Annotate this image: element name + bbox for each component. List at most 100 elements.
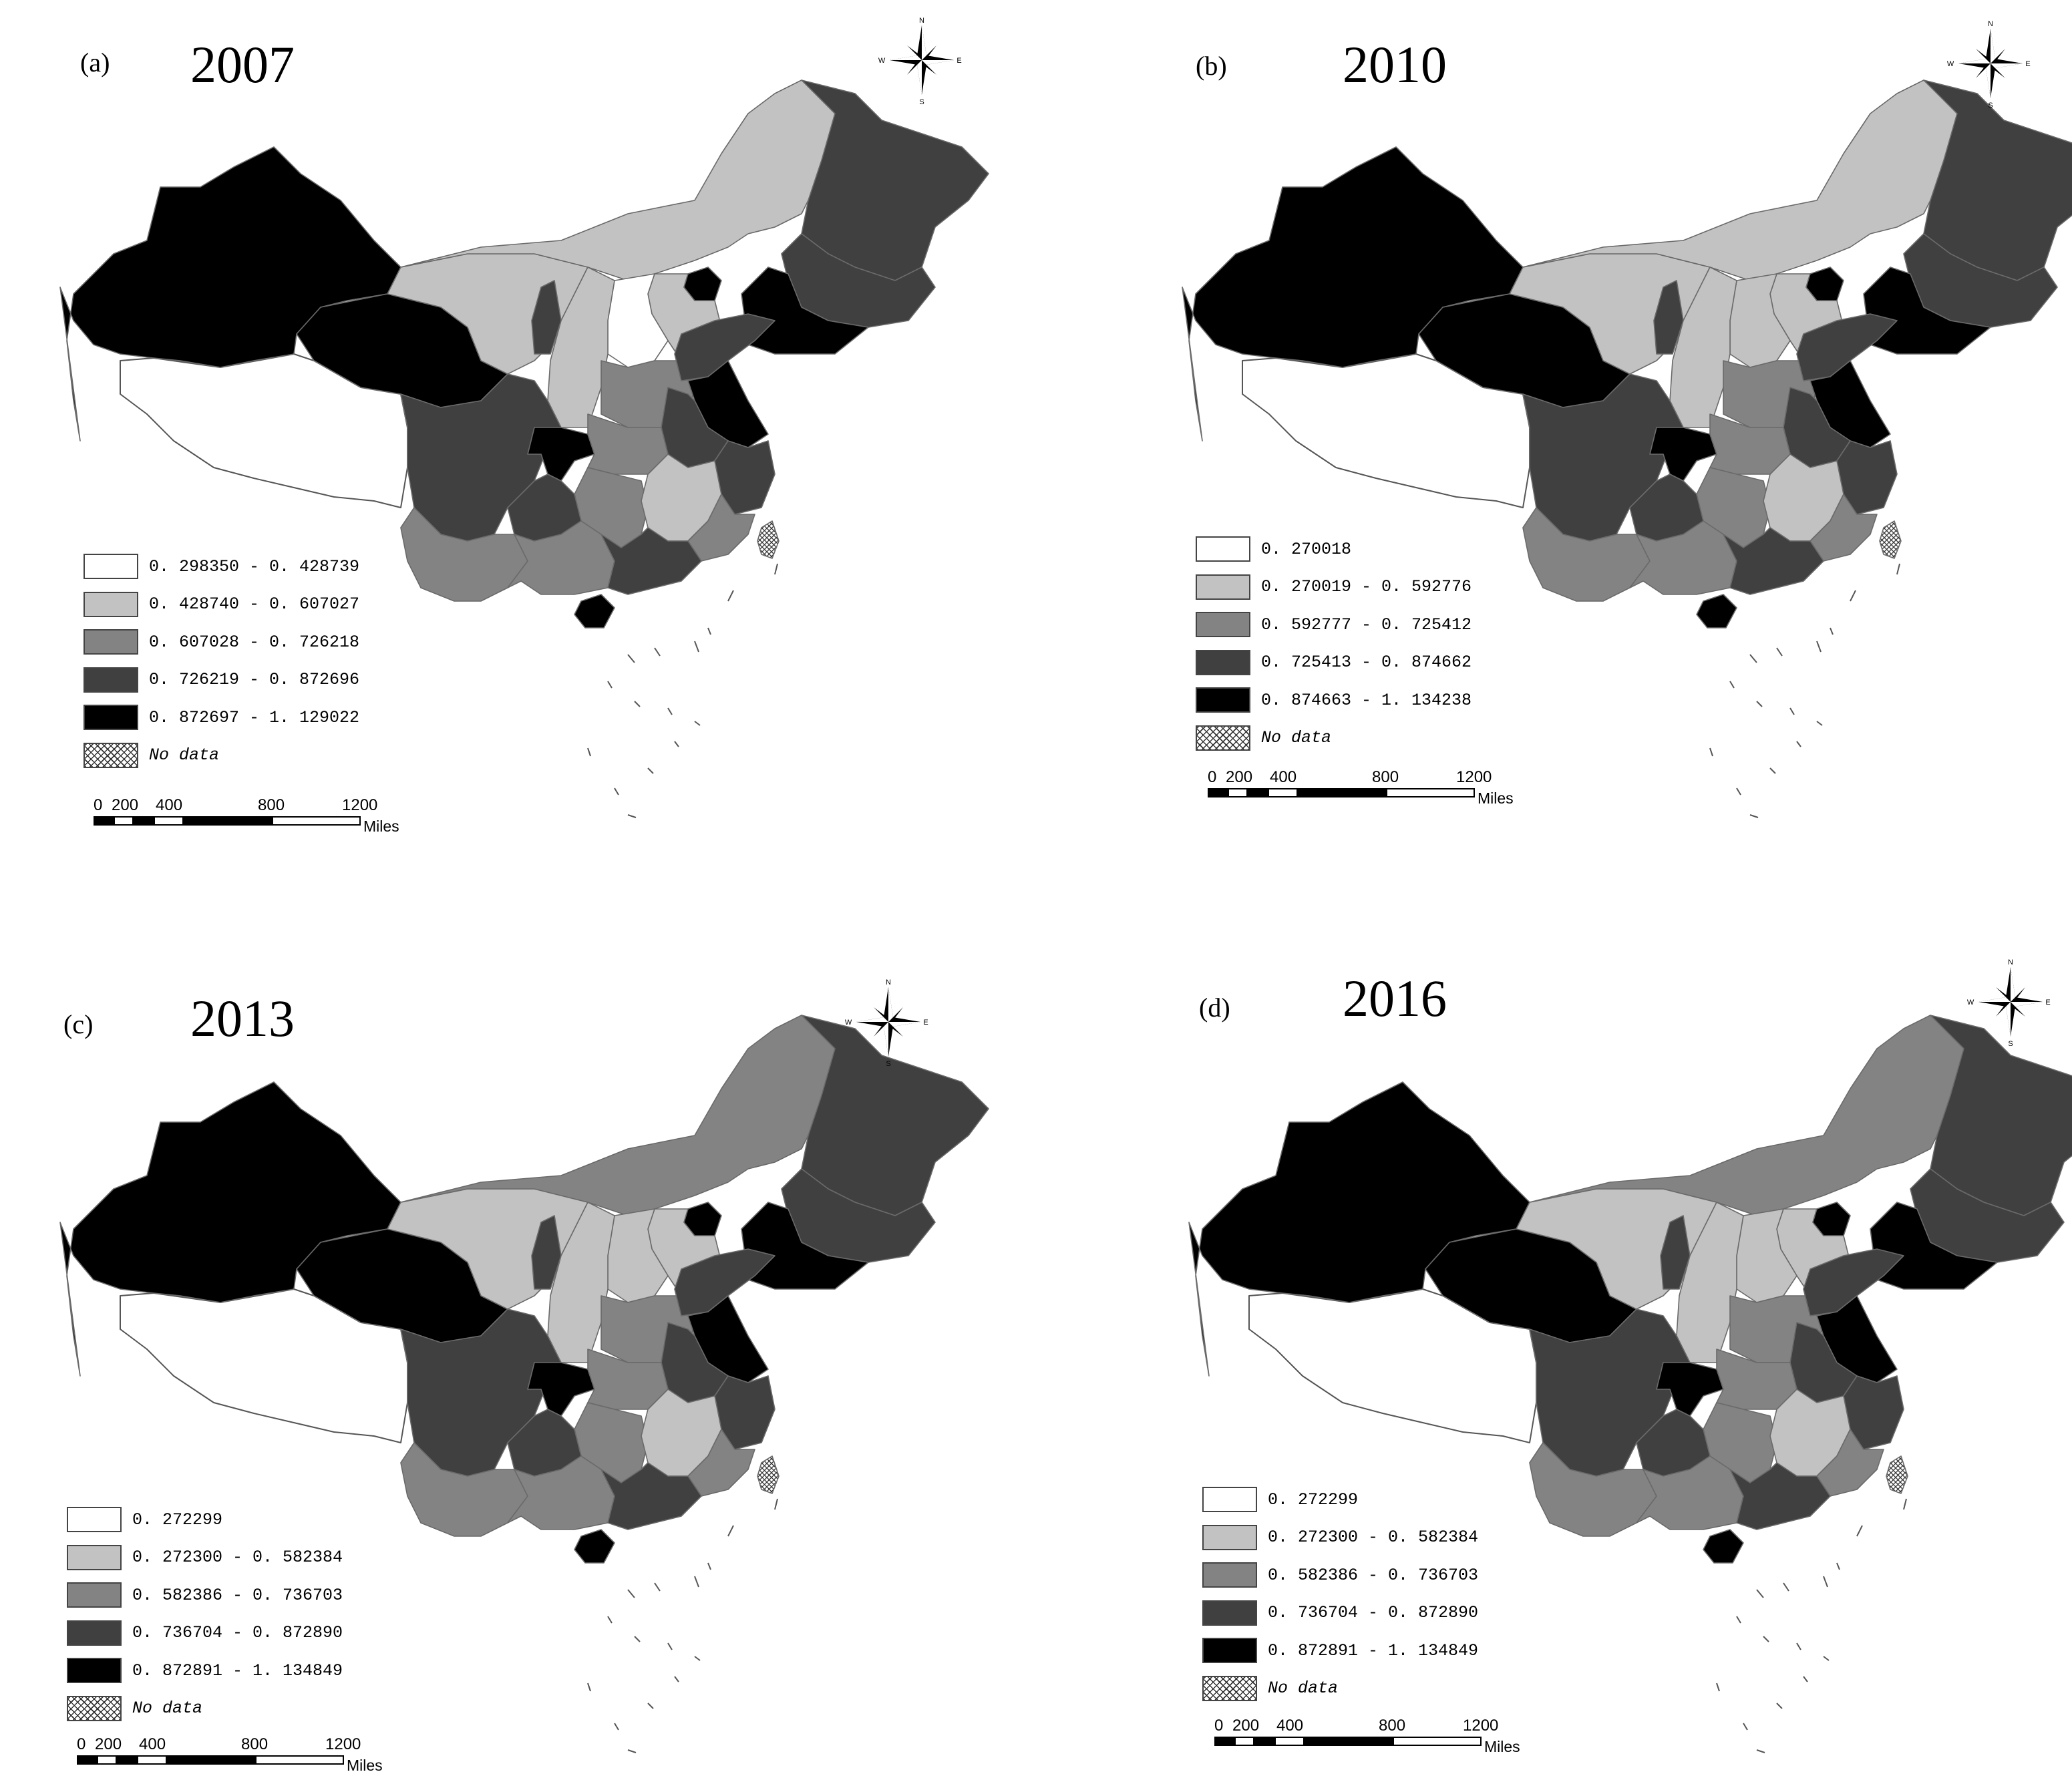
choropleth-map — [59, 79, 989, 818]
province-inner-mongolia — [1522, 79, 1964, 281]
scale-segment — [1305, 1737, 1393, 1746]
legend-item: 0. 298350 - 0. 428739 — [83, 553, 359, 580]
province-inner-mongolia — [400, 79, 842, 281]
panel-year: 2016 — [1343, 969, 1447, 1027]
island-mark — [614, 787, 619, 795]
province-ningxia — [531, 1215, 562, 1290]
island-mark — [667, 707, 673, 715]
scale-tick-label: 400 — [139, 1735, 166, 1753]
legend-label: 0. 872891 - 1. 134849 — [1268, 1640, 1479, 1660]
island-mark — [667, 1642, 673, 1650]
island-mark — [1789, 707, 1795, 715]
compass-letter-e: E — [2045, 999, 2050, 1007]
scale-tick-label: 200 — [1226, 768, 1253, 786]
panel-year: 2013 — [190, 989, 295, 1047]
scale-segment — [255, 1755, 344, 1765]
panel-label: (b) — [1196, 51, 1227, 81]
legend-swatch — [83, 742, 138, 768]
island-mark — [1856, 1525, 1863, 1537]
scale-unit: Miles — [347, 1757, 383, 1774]
island-mark — [1736, 1616, 1741, 1624]
legend-label: 0. 726219 - 0. 872696 — [149, 670, 360, 689]
legend-item: 0. 872891 - 1. 134849 — [1202, 1637, 1478, 1664]
island-mark — [694, 1576, 699, 1588]
island-mark — [694, 721, 701, 726]
scale-segment — [1274, 1737, 1305, 1746]
legend-label: 0. 428740 - 0. 607027 — [149, 594, 360, 614]
legend-swatch — [1196, 574, 1250, 600]
island-mark — [614, 1723, 619, 1731]
north-arrow-icon: N S E W — [845, 979, 928, 1068]
island-mark — [707, 627, 711, 635]
scale-segment — [272, 816, 361, 826]
scale-segment — [1248, 788, 1268, 797]
legend-label: No data — [132, 1699, 203, 1718]
scale-tick-label: 200 — [95, 1735, 122, 1753]
province-hainan — [1703, 1529, 1744, 1564]
scale-tick-label: 0 — [77, 1735, 86, 1753]
scale-tick-label: 200 — [112, 796, 139, 814]
scale-tick-label: 800 — [1379, 1717, 1406, 1735]
island-mark — [647, 767, 654, 774]
province-guangdong — [600, 527, 702, 595]
map-panel: (c) 2013 N S E W 0. 272299 0. 272300 - 0. 58238… — [0, 888, 1036, 1775]
island-mark — [1756, 1749, 1765, 1753]
legend-label: 0. 270018 — [1261, 539, 1352, 559]
scale-tick-label: 200 — [1232, 1717, 1260, 1735]
legend-label: 0. 736704 - 0. 872890 — [132, 1623, 343, 1642]
legend-label: 0. 592777 - 0. 725412 — [1261, 614, 1472, 635]
legend-swatch — [1196, 649, 1250, 675]
province-taiwan — [1886, 1455, 1908, 1494]
island-mark — [1796, 741, 1801, 747]
legend-swatch — [67, 1544, 122, 1570]
legend-swatch — [1196, 536, 1250, 562]
scale-segment — [134, 816, 154, 826]
compass-letter-s: S — [886, 1060, 890, 1068]
legend-swatch — [1202, 1487, 1257, 1512]
scale-tick-label: 0 — [1208, 768, 1217, 786]
island-mark — [607, 1616, 613, 1624]
legend-label: 0. 272300 - 0. 582384 — [132, 1548, 343, 1567]
island-mark — [654, 1582, 661, 1592]
legend-label: No data — [1261, 728, 1332, 747]
legend-swatch — [1196, 687, 1250, 713]
panel-label: (c) — [63, 1009, 94, 1039]
legend-item: 0. 272300 - 0. 582384 — [1202, 1524, 1478, 1551]
legend-label: 0. 272299 — [1268, 1489, 1359, 1509]
compass-letter-e: E — [2025, 60, 2030, 68]
scale-tick-label: 1200 — [342, 796, 378, 814]
province-guangdong — [1729, 1462, 1831, 1530]
province-taiwan — [757, 1455, 780, 1494]
compass-letter-s: S — [2008, 1040, 2013, 1048]
island-mark — [727, 1525, 734, 1537]
legend-swatch — [1202, 1675, 1257, 1701]
legend-label: 0. 272299 — [132, 1509, 223, 1530]
province-liaoning — [1870, 1202, 1998, 1290]
scale-segment — [94, 816, 114, 826]
legend-swatch — [83, 705, 138, 730]
island-mark — [1749, 814, 1759, 818]
legend-swatch — [67, 1620, 122, 1646]
north-arrow-icon: N S E W — [1967, 958, 2051, 1048]
choropleth-map — [1188, 1015, 2072, 1753]
island-mark — [774, 563, 778, 575]
panel-year: 2007 — [190, 35, 295, 94]
map-panel: (d) 2016 N S E W 0. 272299 0. 272300 - 0. 58238… — [1036, 888, 2072, 1775]
scale-tick-label: 1200 — [1456, 768, 1492, 786]
legend-label: No data — [149, 745, 220, 765]
island-mark — [1836, 1562, 1840, 1570]
panel-label: (d) — [1199, 993, 1230, 1023]
island-mark — [674, 1676, 679, 1682]
scale-segment — [117, 1755, 137, 1765]
island-mark — [1776, 1703, 1783, 1709]
province-chongqing — [527, 1362, 595, 1417]
island-mark — [1769, 767, 1776, 774]
province-fujian — [687, 1429, 755, 1497]
scale-segment — [167, 1755, 255, 1765]
province-liaoning — [741, 267, 869, 355]
compass-letter-w: W — [878, 57, 886, 65]
legend-item: No data — [83, 742, 219, 769]
island-mark — [1796, 1642, 1801, 1650]
island-mark — [1756, 1589, 1764, 1598]
legend-item: 0. 270019 - 0. 592776 — [1196, 574, 1472, 600]
